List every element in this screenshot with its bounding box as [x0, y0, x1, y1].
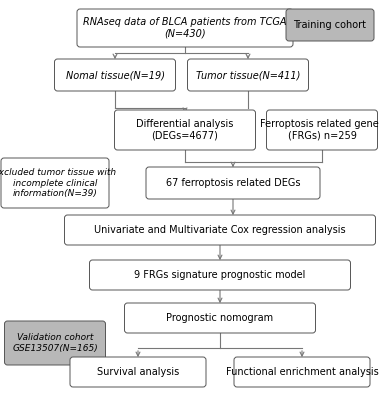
FancyBboxPatch shape	[89, 260, 351, 290]
Text: RNAseq data of BLCA patients from TCGA
(N=430): RNAseq data of BLCA patients from TCGA (…	[83, 17, 287, 39]
Text: Prognostic nomogram: Prognostic nomogram	[166, 313, 274, 323]
FancyBboxPatch shape	[55, 59, 175, 91]
FancyBboxPatch shape	[286, 9, 374, 41]
Text: Excluded tumor tissue with
incomplete clinical
information(N=39): Excluded tumor tissue with incomplete cl…	[0, 168, 117, 198]
FancyBboxPatch shape	[77, 9, 293, 47]
Text: Differential analysis
(DEGs=4677): Differential analysis (DEGs=4677)	[136, 119, 234, 141]
Text: Ferroptosis related genes
(FRGs) n=259: Ferroptosis related genes (FRGs) n=259	[260, 119, 379, 141]
Text: Univariate and Multivariate Cox regression analysis: Univariate and Multivariate Cox regressi…	[94, 225, 346, 235]
FancyBboxPatch shape	[114, 110, 255, 150]
Text: Validation cohort
GSE13507(N=165): Validation cohort GSE13507(N=165)	[12, 333, 98, 353]
Text: Nomal tissue(N=19): Nomal tissue(N=19)	[66, 70, 164, 80]
FancyBboxPatch shape	[188, 59, 309, 91]
FancyBboxPatch shape	[234, 357, 370, 387]
FancyBboxPatch shape	[266, 110, 377, 150]
Text: Survival analysis: Survival analysis	[97, 367, 179, 377]
FancyBboxPatch shape	[1, 158, 109, 208]
Text: 67 ferroptosis related DEGs: 67 ferroptosis related DEGs	[166, 178, 300, 188]
FancyBboxPatch shape	[146, 167, 320, 199]
Text: Training cohort: Training cohort	[293, 20, 366, 30]
FancyBboxPatch shape	[64, 215, 376, 245]
FancyBboxPatch shape	[124, 303, 315, 333]
Text: 9 FRGs signature prognostic model: 9 FRGs signature prognostic model	[134, 270, 306, 280]
FancyBboxPatch shape	[70, 357, 206, 387]
FancyBboxPatch shape	[5, 321, 105, 365]
Text: Tumor tissue(N=411): Tumor tissue(N=411)	[196, 70, 300, 80]
Text: Functional enrichment analysis: Functional enrichment analysis	[226, 367, 378, 377]
